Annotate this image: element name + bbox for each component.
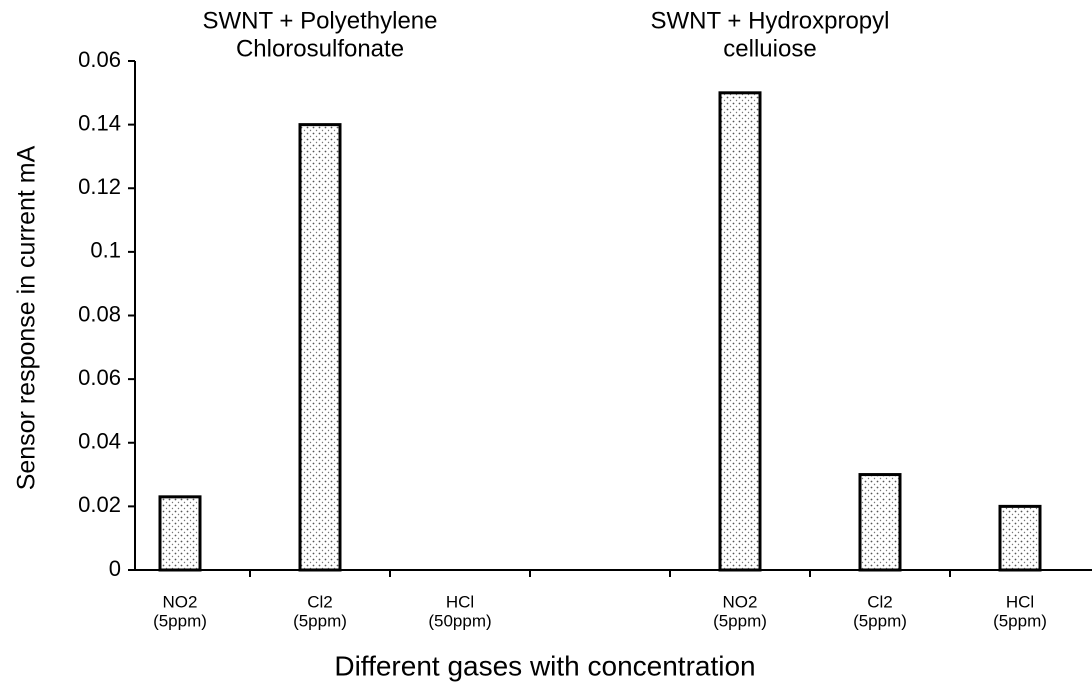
x-tick-label: HCl	[1006, 592, 1034, 611]
y-tick-label: 0.06	[78, 365, 121, 390]
group-title: Chlorosulfonate	[236, 35, 404, 62]
x-tick-label: (5ppm)	[993, 611, 1047, 630]
x-tick-label: (50ppm)	[428, 611, 491, 630]
x-tick-label: Cl2	[307, 592, 333, 611]
x-tick-label: (5ppm)	[853, 611, 907, 630]
x-tick-label: NO2	[163, 592, 198, 611]
y-tick-label: 0.04	[78, 429, 121, 454]
group-title: SWNT + Hydroxpropyl	[651, 7, 890, 34]
x-tick-label: (5ppm)	[293, 611, 347, 630]
x-tick-label: NO2	[723, 592, 758, 611]
y-tick-label: 0.02	[78, 492, 121, 517]
y-tick-label: 0.06	[78, 47, 121, 72]
bar	[718, 91, 762, 572]
y-tick-label: 0	[109, 556, 121, 581]
x-tick-label: Cl2	[867, 592, 893, 611]
y-tick-label: 0.08	[78, 301, 121, 326]
bar	[298, 123, 342, 572]
group-title: SWNT + Polyethylene	[203, 7, 438, 34]
y-tick-label: 0.1	[90, 238, 121, 263]
bar	[998, 504, 1042, 572]
y-axis-title: Sensor response in current mA	[13, 145, 41, 490]
x-tick-label: (5ppm)	[153, 611, 207, 630]
x-axis-title: Different gases with concentration	[334, 650, 755, 681]
bar	[858, 473, 902, 572]
group-title: celluiose	[723, 35, 816, 62]
y-tick-label: 0.14	[78, 110, 121, 135]
bar	[158, 495, 202, 572]
y-tick-label: 0.12	[78, 174, 121, 199]
x-tick-label: HCl	[446, 592, 474, 611]
x-tick-label: (5ppm)	[713, 611, 767, 630]
